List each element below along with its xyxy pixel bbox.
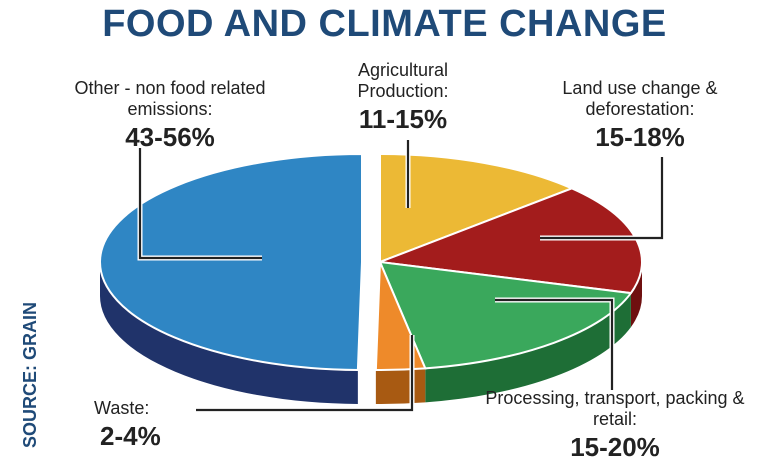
- slice-label-other-name: Other - non food related emissions:: [74, 78, 266, 119]
- slice-agricultural: [379, 152, 575, 264]
- slice-label-processing: Processing, transport, packing & retail:…: [470, 388, 760, 462]
- slice-label-waste-value: 2-4%: [100, 421, 161, 451]
- slice-label-agricultural-name: Agricultural Production:: [357, 60, 449, 101]
- slice-label-waste: Waste: 2-4%: [70, 398, 210, 451]
- leader-line-other: [138, 148, 262, 260]
- slice-label-other-value: 43-56%: [125, 122, 215, 152]
- slice-side-waste: [375, 368, 426, 405]
- slice-side-processing: [425, 293, 631, 403]
- leader-line-waste: [196, 335, 414, 412]
- slice-label-land-use-name: Land use change & deforestation:: [562, 78, 718, 119]
- slice-processing: [378, 260, 633, 370]
- chart-title: FOOD AND CLIMATE CHANGE: [102, 3, 667, 45]
- leader-line-land-use: [540, 157, 664, 240]
- slice-label-processing-name: Processing, transport, packing & retail:: [485, 388, 745, 429]
- slice-label-land-use: Land use change & deforestation: 15-18%: [530, 78, 750, 152]
- slice-label-waste-name: Waste:: [94, 398, 150, 418]
- slice-label-processing-value: 15-20%: [570, 432, 660, 462]
- slice-label-agricultural-value: 11-15%: [358, 104, 448, 134]
- slice-side-other: [100, 262, 358, 404]
- slice-other: [98, 152, 363, 371]
- slice-label-land-use-value: 15-18%: [595, 122, 685, 152]
- leader-line-processing: [495, 298, 614, 390]
- slice-label-other: Other - non food related emissions: 43-5…: [35, 78, 305, 152]
- slice-label-agricultural: Agricultural Production: 11-15%: [318, 60, 488, 134]
